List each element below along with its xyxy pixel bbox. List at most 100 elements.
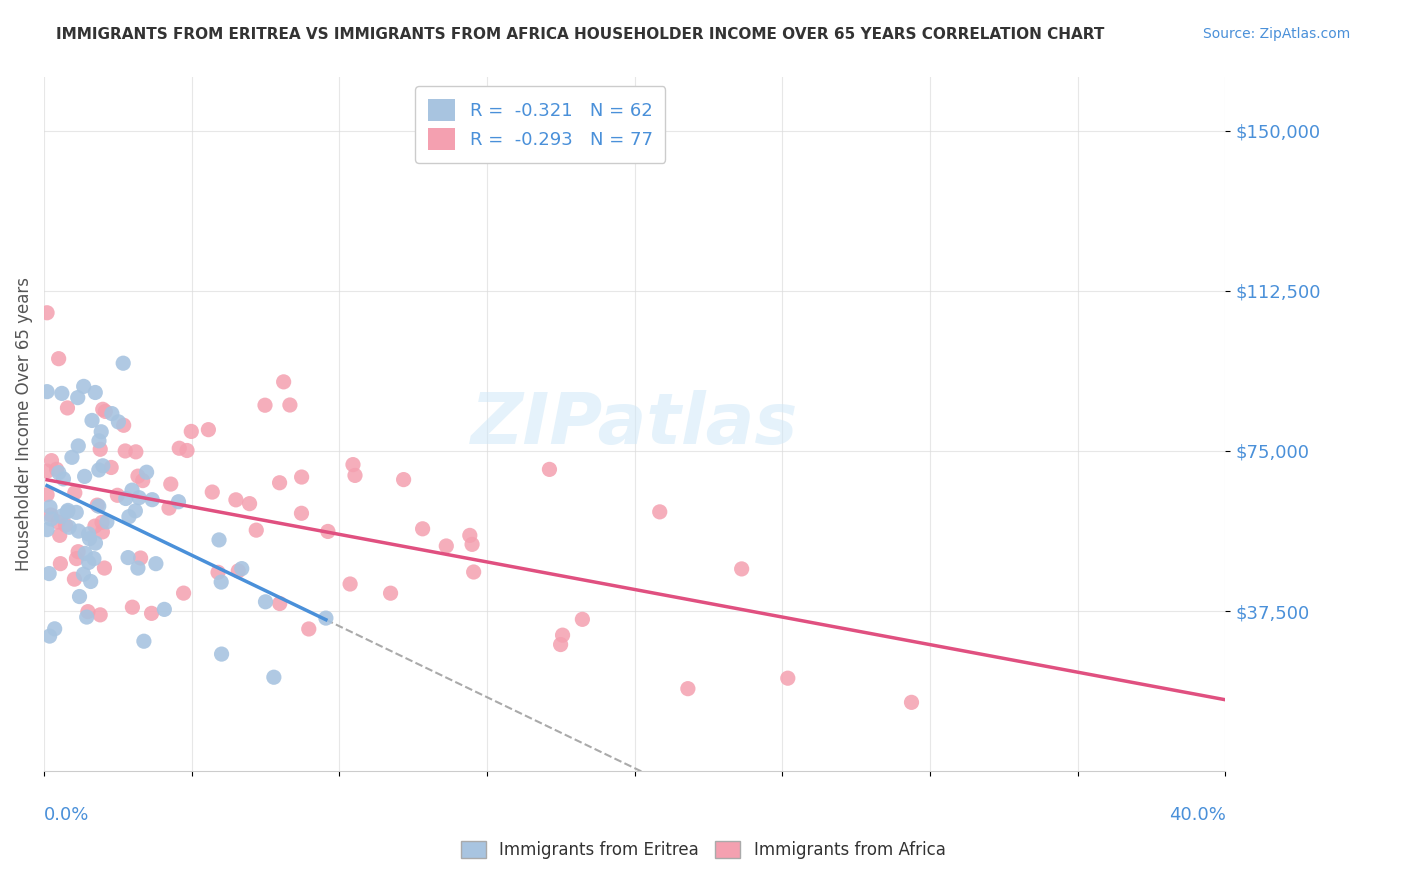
Point [343,468,366,483]
Point [38,629,60,643]
Point [63,485,86,500]
Point [67,439,90,453]
Point [76,610,98,624]
Point [90,425,112,439]
Point [35,384,58,399]
Point [141,492,163,507]
Legend: R =  -0.321   N = 62, R =  -0.293   N = 77: R = -0.321 N = 62, R = -0.293 N = 77 [415,87,665,163]
Point [56,503,79,517]
Point [114,491,136,506]
Point [273,375,295,389]
Point [153,602,176,616]
Point [316,524,339,539]
Point [121,600,143,615]
Point [380,586,402,600]
Point [118,509,141,524]
Point [107,415,129,429]
Point [463,565,485,579]
Point [35,464,58,478]
Text: 40.0%: 40.0% [1168,805,1226,824]
Point [290,506,312,520]
Point [180,425,202,439]
Point [48,351,70,366]
Point [201,485,224,500]
Point [65,505,87,519]
Point [167,494,190,508]
Point [48,466,70,480]
Point [39,500,62,515]
Point [73,379,96,393]
Point [91,516,114,530]
Point [86,498,108,512]
Text: 0.0%: 0.0% [44,805,90,824]
Point [89,442,111,457]
Point [63,572,86,586]
Point [79,574,101,589]
Point [342,458,364,472]
Point [538,462,561,476]
Point [339,577,361,591]
Text: IMMIGRANTS FROM ERITREA VS IMMIGRANTS FROM AFRICA HOUSEHOLDER INCOME OVER 65 YEA: IMMIGRANTS FROM ERITREA VS IMMIGRANTS FR… [56,27,1105,42]
Point [298,622,321,636]
Point [67,544,90,558]
Point [176,443,198,458]
Point [87,499,110,513]
Point [173,586,195,600]
Point [35,523,58,537]
Point [48,528,70,542]
Point [648,505,671,519]
Point [226,564,249,578]
Point [278,398,301,412]
Point [231,561,253,575]
Point [60,450,83,465]
Point [269,475,291,490]
Point [101,407,124,421]
Point [551,628,574,642]
Point [58,520,80,534]
Point [52,472,75,486]
Point [254,595,277,609]
Legend: Immigrants from Eritrea, Immigrants from Africa: Immigrants from Eritrea, Immigrants from… [454,834,952,866]
Point [434,539,457,553]
Point [83,551,105,566]
Point [776,671,799,685]
Point [128,491,150,505]
Point [56,505,79,519]
Point [84,536,107,550]
Point [96,515,118,529]
Point [263,670,285,684]
Point [91,458,114,473]
Point [209,575,232,590]
Point [125,445,148,459]
Point [145,557,167,571]
Point [39,512,62,526]
Point [69,590,91,604]
Point [225,492,247,507]
Point [67,524,90,538]
Point [239,497,262,511]
Point [132,474,155,488]
Point [114,444,136,458]
Point [412,522,434,536]
Point [38,566,60,581]
Point [49,557,72,571]
Point [100,460,122,475]
Point [245,523,267,537]
Point [112,418,135,433]
Point [211,647,233,661]
Point [91,524,114,539]
Point [93,561,115,575]
Point [207,566,229,580]
Point [461,537,484,551]
Point [157,501,180,516]
Text: ZIPatlas: ZIPatlas [471,390,799,458]
Point [77,527,100,541]
Point [41,453,63,467]
Point [72,567,94,582]
Point [79,532,101,546]
Point [117,550,139,565]
Point [105,488,128,502]
Point [84,519,107,533]
Y-axis label: Householder Income Over 65 years: Householder Income Over 65 years [15,277,32,571]
Point [132,634,155,648]
